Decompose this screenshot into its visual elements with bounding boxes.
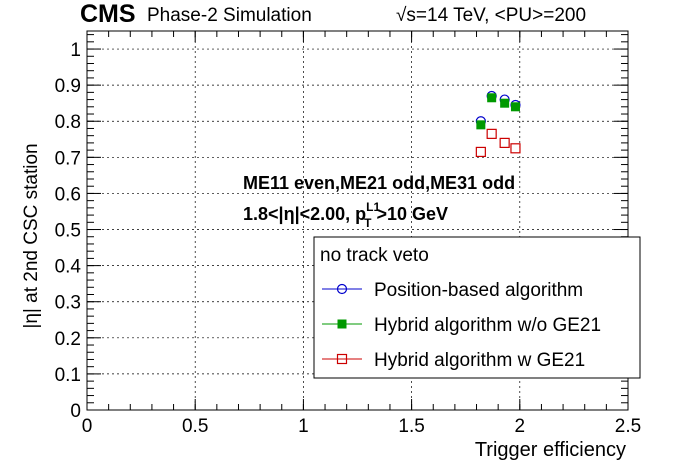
y-tick-label: 0.5 bbox=[55, 221, 81, 242]
data-point bbox=[499, 137, 510, 148]
y-axis-label: |η| at 2nd CSC station bbox=[21, 143, 42, 328]
data-point bbox=[487, 93, 497, 103]
legend: no track veto Position-based algorithm Hy… bbox=[313, 236, 641, 379]
energy-pileup-label: √s=14 TeV, <PU>=200 bbox=[396, 5, 587, 26]
y-tick-label: 0.7 bbox=[55, 148, 81, 169]
legend-label: Position-based algorithm bbox=[374, 280, 583, 301]
legend-marker bbox=[336, 283, 348, 295]
x-tick-label: 2.5 bbox=[615, 416, 641, 437]
x-tick-label: 1.5 bbox=[398, 416, 424, 437]
x-tick-label: 1 bbox=[298, 416, 309, 437]
eta-pt-prefix: 1.8<|η|<2.00, p bbox=[243, 204, 366, 224]
y-tick-label: 0.8 bbox=[55, 112, 81, 133]
eta-pt-suffix: >10 GeV bbox=[377, 204, 449, 224]
x-axis: 0 0.5 1 1.5 2 2.5 bbox=[82, 31, 641, 437]
cms-logo: CMS bbox=[80, 0, 136, 28]
legend-marker bbox=[337, 319, 347, 329]
data-point bbox=[476, 120, 486, 130]
data-point bbox=[475, 146, 486, 158]
eta-pt-annotation: 1.8<|η|<2.00, pL1 T >10 GeV bbox=[243, 200, 448, 230]
y-tick-label: 0 bbox=[70, 401, 81, 422]
data-point bbox=[500, 98, 510, 108]
pt-sub: T bbox=[364, 216, 372, 230]
x-tick-label: 0 bbox=[82, 416, 93, 437]
legend-label: Hybrid algorithm w GE21 bbox=[374, 350, 585, 371]
y-tick-label: 0.1 bbox=[55, 365, 81, 386]
y-tick-label: 1 bbox=[70, 40, 81, 61]
x-tick-label: 2 bbox=[515, 416, 526, 437]
plot-frame bbox=[86, 30, 629, 411]
y-tick-label: 0.9 bbox=[55, 76, 81, 97]
data-point bbox=[510, 102, 520, 112]
detector-annotation: ME11 even,ME21 odd,ME31 odd bbox=[243, 173, 515, 193]
simulation-label: Phase-2 Simulation bbox=[147, 5, 312, 26]
x-axis-label: Trigger efficiency bbox=[475, 439, 626, 461]
y-tick-label: 0.6 bbox=[55, 184, 81, 205]
legend-label: Hybrid algorithm w/o GE21 bbox=[374, 315, 601, 336]
legend-marker bbox=[336, 353, 348, 365]
y-tick-label: 0.3 bbox=[55, 293, 81, 314]
data-points bbox=[475, 90, 521, 158]
legend-title: no track veto bbox=[320, 245, 429, 266]
pt-sup: L1 bbox=[366, 200, 380, 214]
data-point bbox=[486, 128, 497, 139]
data-point bbox=[510, 143, 521, 154]
y-tick-label: 0.4 bbox=[55, 257, 82, 278]
legend-box bbox=[313, 236, 641, 379]
x-tick-label: 0.5 bbox=[182, 416, 208, 437]
y-tick-label: 0.2 bbox=[55, 329, 81, 350]
